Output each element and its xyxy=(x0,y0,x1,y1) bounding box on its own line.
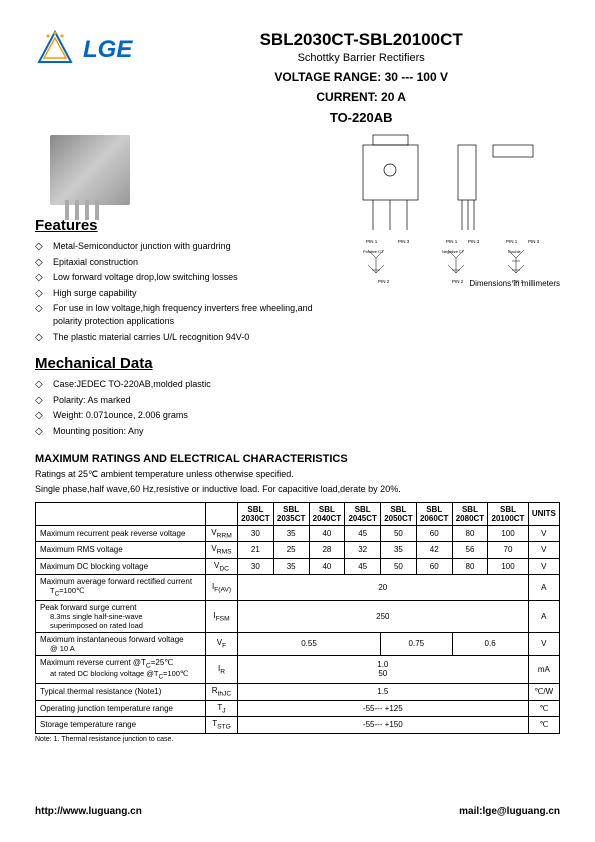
table-note: Note: 1. Thermal resistance junction to … xyxy=(35,736,560,743)
feature-item: Low forward voltage drop,low switching l… xyxy=(35,271,325,284)
logo-text: LGE xyxy=(83,36,132,64)
footer-url[interactable]: http://www.luguang.cn xyxy=(35,806,142,817)
svg-text:PIN 2: PIN 2 xyxy=(512,279,524,284)
title-block: SBL2030CT-SBL20100CT Schottky Barrier Re… xyxy=(162,30,560,125)
max-ratings-title: MAXIMUM RATINGS AND ELECTRICAL CHARACTER… xyxy=(35,453,560,465)
features-list: Metal-Semiconductor junction with guardr… xyxy=(35,240,325,343)
feature-item: High surge capability xyxy=(35,287,325,300)
model-header: SBL2045CT xyxy=(345,502,381,525)
mechanical-item: Case:JEDEC TO-220AB,molded plastic xyxy=(35,378,325,391)
table-row: Maximum RMS voltageVRMS2125283235425670V xyxy=(36,542,560,559)
table-row: Operating junction temperature rangeTJ-5… xyxy=(36,700,560,717)
svg-text:PIN 2: PIN 2 xyxy=(452,279,464,284)
svg-text:PIN 3: PIN 3 xyxy=(468,239,480,244)
mechanical-item: Polarity: As marked xyxy=(35,394,325,407)
main-title: SBL2030CT-SBL20100CT xyxy=(162,30,560,50)
table-row: Maximum DC blocking voltageVDC3035404550… xyxy=(36,558,560,575)
voltage-range: VOLTAGE RANGE: 30 --- 100 V xyxy=(162,70,560,84)
svg-text:PIN 1: PIN 1 xyxy=(446,239,458,244)
ratings-table: SBL2030CTSBL2035CTSBL2040CTSBL2045CTSBL2… xyxy=(35,502,560,734)
main-columns: Features Metal-Semiconductor junction wi… xyxy=(35,125,560,441)
table-row: Maximum average forward rectified curren… xyxy=(36,575,560,601)
table-row: Peak forward surge current8.3ms single h… xyxy=(36,600,560,632)
svg-text:PIN 2: PIN 2 xyxy=(378,279,390,284)
max-sub2: Single phase,half wave,60 Hz,resistive o… xyxy=(35,484,560,494)
max-sub1: Ratings at 25℃ ambient temperature unles… xyxy=(35,469,560,480)
svg-text:PIN 1: PIN 1 xyxy=(366,239,378,244)
mechanical-list: Case:JEDEC TO-220AB,molded plastic Polari… xyxy=(35,378,325,437)
table-row: Maximum instantaneous forward voltage@ 1… xyxy=(36,632,560,655)
feature-item: For use in low voltage,high frequency in… xyxy=(35,302,325,327)
feature-item: The plastic material carries U/L recogni… xyxy=(35,331,325,344)
model-header: SBL2030CT xyxy=(238,502,274,525)
current-spec: CURRENT: 20 A xyxy=(162,90,560,104)
footer-mail[interactable]: mail:lge@luguang.cn xyxy=(459,806,560,817)
units-header: UNITS xyxy=(528,502,559,525)
subtitle: Schottky Barrier Rectifiers xyxy=(162,52,560,64)
feature-item: Epitaxial construction xyxy=(35,256,325,269)
model-header: SBL2035CT xyxy=(273,502,309,525)
mechanical-title: Mechanical Data xyxy=(35,355,325,372)
left-column: Features Metal-Semiconductor junction wi… xyxy=(35,125,325,441)
footer: http://www.luguang.cn mail:lge@luguang.c… xyxy=(35,806,560,817)
header: LGE SBL2030CT-SBL20100CT Schottky Barrie… xyxy=(35,30,560,125)
svg-text:PIN 3: PIN 3 xyxy=(528,239,540,244)
model-header: SBL2050CT xyxy=(381,502,417,525)
logo-block: LGE xyxy=(35,30,132,70)
table-row: Typical thermal resistance (Note1)RthJC1… xyxy=(36,683,560,700)
mechanical-item: Weight: 0.071ounce, 2.006 grams xyxy=(35,409,325,422)
model-header: SBL20100CT xyxy=(488,502,528,525)
package-photo xyxy=(50,135,130,205)
svg-text:PIN 3: PIN 3 xyxy=(398,239,410,244)
svg-text:Positive CT: Positive CT xyxy=(363,249,384,254)
table-row: Maximum reverse current @TC=25℃at rated … xyxy=(36,655,560,683)
feature-item: Metal-Semiconductor junction with guardr… xyxy=(35,240,325,253)
right-column: PIN 1 PIN 3 PIN 2 PIN 1 PIN 3 PIN 2 PIN 1 P… xyxy=(345,125,560,441)
mechanical-item: Mounting position: Any xyxy=(35,425,325,438)
package-type: TO-220AB xyxy=(162,110,560,125)
model-header: SBL2080CT xyxy=(452,502,488,525)
logo-icon xyxy=(35,30,75,70)
table-row: Maximum recurrent peak reverse voltageVR… xyxy=(36,525,560,542)
table-row: Storage temperature rangeTSTG-55--- +150… xyxy=(36,717,560,734)
package-drawing: PIN 1PIN 3 PIN 2 PIN 1PIN 3 PIN 2 PIN 1P… xyxy=(348,125,558,275)
svg-text:Negative CT: Negative CT xyxy=(442,249,465,254)
svg-text:PIN 1: PIN 1 xyxy=(506,239,518,244)
model-header: SBL2060CT xyxy=(416,502,452,525)
svg-text:Double: Double xyxy=(508,249,521,254)
model-header: SBL2040CT xyxy=(309,502,345,525)
